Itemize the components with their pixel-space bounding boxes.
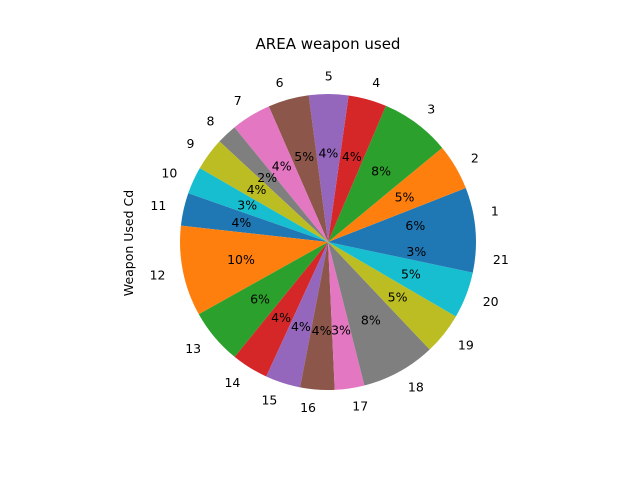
slice-label-19: 19 (458, 338, 474, 353)
slice-label-2: 2 (471, 151, 479, 166)
pie-slice-21 (328, 242, 476, 273)
slice-label-8: 8 (207, 114, 215, 129)
slice-percent-14: 4% (271, 310, 291, 325)
slice-label-18: 18 (408, 380, 424, 395)
slice-percent-6: 5% (294, 149, 314, 164)
slice-label-3: 3 (427, 102, 435, 117)
pie-slice-3 (328, 105, 443, 242)
slice-percent-18: 8% (361, 312, 381, 327)
slice-percent-9: 4% (247, 182, 267, 197)
slice-label-20: 20 (483, 294, 499, 309)
pie-slice-20 (328, 242, 473, 317)
pie-slice-13 (198, 242, 328, 357)
slice-percent-19: 5% (388, 290, 408, 305)
slice-percent-5: 4% (318, 146, 338, 161)
slice-label-1: 1 (491, 204, 499, 219)
pie-slice-6 (268, 95, 328, 242)
slice-label-16: 16 (300, 400, 316, 415)
pie-slice-4 (328, 95, 386, 242)
slice-percent-13: 6% (250, 292, 270, 307)
pie-slice-7 (234, 106, 328, 242)
slice-percent-12: 10% (227, 252, 255, 267)
slice-label-14: 14 (224, 375, 240, 390)
slice-label-11: 11 (150, 198, 166, 213)
y-axis-label: Weapon Used Cd (121, 190, 136, 296)
slice-label-12: 12 (150, 267, 166, 282)
pie-slice-9 (199, 141, 328, 242)
slice-percent-8: 2% (257, 170, 277, 185)
slice-label-5: 5 (325, 69, 333, 84)
slice-percent-16: 4% (312, 323, 332, 338)
slice-label-15: 15 (261, 392, 277, 407)
pie-slices (179, 93, 476, 391)
slice-percent-7: 4% (272, 159, 292, 174)
slice-label-13: 13 (185, 341, 201, 356)
slice-label-17: 17 (352, 399, 368, 414)
slice-percent-20: 5% (401, 266, 421, 281)
slice-label-7: 7 (234, 93, 242, 108)
pie-slice-12 (179, 225, 328, 315)
pie-slice-8 (219, 127, 328, 242)
slice-percent-15: 4% (291, 319, 311, 334)
pie-slice-11 (180, 193, 328, 242)
slice-percent-1: 6% (405, 218, 425, 233)
slice-percent-17: 3% (331, 322, 351, 337)
slice-percent-2: 5% (395, 190, 415, 205)
pie-slice-2 (328, 147, 466, 242)
pie-slice-17 (328, 242, 365, 390)
pie-slice-10 (188, 168, 328, 242)
pie-slice-18 (328, 242, 430, 386)
pie-slice-19 (328, 242, 456, 350)
slice-percent-labels: 6%5%8%4%4%5%4%2%4%3%4%10%6%4%4% 4% 3%8%5%5… (227, 146, 426, 338)
slice-percent-21: 3% (406, 244, 426, 259)
slice-label-4: 4 (372, 75, 380, 90)
pie-slice-5 (308, 93, 349, 242)
slice-percent-4: 4% (342, 149, 362, 164)
slice-label-9: 9 (187, 136, 195, 151)
slice-percent-10: 3% (237, 198, 257, 213)
slice-label-10: 10 (161, 166, 177, 181)
slice-percent-11: 4% (231, 215, 251, 230)
slice-label-6: 6 (276, 75, 284, 90)
pie-slice-15 (266, 242, 328, 388)
pie-slice-1 (328, 187, 476, 242)
slice-label-21: 21 (493, 252, 509, 267)
pie-slice-16 (300, 242, 335, 391)
pie-slice-14 (234, 242, 328, 377)
slice-percent-3: 8% (371, 163, 391, 178)
chart-title: AREA weapon used (256, 35, 401, 53)
